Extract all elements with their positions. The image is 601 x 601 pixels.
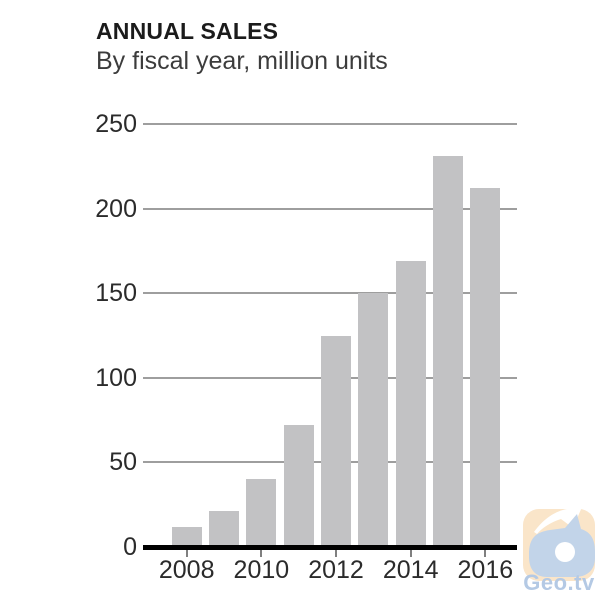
geo-tv-watermark: Geo.tv <box>520 506 600 595</box>
y-axis-label-0: 0 <box>123 533 137 561</box>
y-axis-label-200: 200 <box>95 194 137 223</box>
gridline-250 <box>143 123 517 125</box>
bar-2011 <box>283 425 314 547</box>
y-axis-label-250: 250 <box>95 110 137 138</box>
bar-2014 <box>395 261 426 547</box>
bar-2008 <box>171 526 202 547</box>
x-axis-label-2014: 2014 <box>382 556 439 584</box>
logo-dot <box>555 542 575 562</box>
bar-2009 <box>209 511 240 547</box>
y-axis-label-50: 50 <box>109 448 137 477</box>
x-axis-label-2012: 2012 <box>308 556 364 584</box>
x-axis-label-2008: 2008 <box>158 556 215 584</box>
x-axis-label-2010: 2010 <box>233 556 290 584</box>
x-tick-2014 <box>409 550 412 557</box>
bar-2010 <box>246 479 277 547</box>
x-axis-line <box>143 545 517 550</box>
gridline-200 <box>143 207 517 210</box>
chart-subtitle: By fiscal year, million units <box>96 47 388 75</box>
gridline-150 <box>143 292 517 295</box>
x-tick-2008 <box>185 550 188 557</box>
x-axis-label-2016: 2016 <box>457 556 514 584</box>
x-tick-2012 <box>335 550 338 557</box>
bar-2016 <box>470 188 501 547</box>
y-axis-label-150: 150 <box>95 279 137 308</box>
bar-2015 <box>433 156 463 547</box>
chart-title: ANNUAL SALES <box>96 18 279 44</box>
x-tick-2016 <box>484 550 487 557</box>
x-tick-2010 <box>260 550 263 557</box>
y-axis-label-100: 100 <box>95 363 137 392</box>
geo-tv-logo-text: Geo.tv <box>523 570 595 595</box>
bar-2012 <box>321 335 352 547</box>
geo-tv-logo-icon <box>523 507 595 581</box>
logo-swoosh <box>534 507 582 534</box>
bar-2013 <box>358 293 389 547</box>
